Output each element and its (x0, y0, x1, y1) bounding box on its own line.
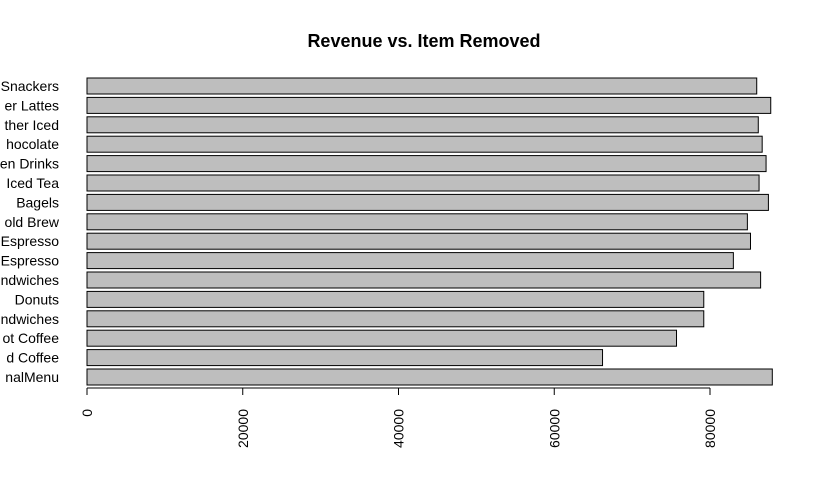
bar (86, 349, 604, 367)
category-label: Iced Tea (6, 175, 59, 191)
x-tick-label: 0 (79, 409, 95, 417)
bar (86, 116, 759, 134)
x-tick-label: 80000 (702, 409, 718, 448)
bars-group (86, 77, 773, 386)
category-label: nalMenu (5, 369, 59, 385)
category-label: Donuts (15, 291, 59, 307)
category-label: er Lattes (5, 97, 59, 113)
category-label: ndwiches (1, 311, 59, 327)
bar (86, 310, 705, 328)
category-label: ot Coffee (2, 330, 59, 346)
x-tick-label: 60000 (546, 409, 562, 448)
bar (86, 174, 760, 192)
bar (86, 96, 772, 114)
bar (86, 290, 705, 308)
bar (86, 232, 751, 250)
x-axis: 0 20000 40000 60000 80000 (79, 387, 718, 448)
bar (86, 271, 762, 289)
category-label: en Drinks (0, 156, 59, 172)
bar (86, 329, 678, 347)
category-label: ther Iced (5, 117, 59, 133)
category-labels-group: Snackers er Lattes ther Iced hocolate en Dri… (0, 78, 60, 385)
bar (86, 135, 763, 153)
chart-title: Revenue vs. Item Removed (307, 31, 540, 51)
bar (86, 193, 769, 211)
category-label: Espresso (1, 253, 60, 269)
bar (86, 155, 767, 173)
category-label: Espresso (1, 233, 60, 249)
category-label: Snackers (1, 78, 59, 94)
bar (86, 368, 773, 386)
category-label: d Coffee (6, 350, 59, 366)
bar (86, 77, 758, 95)
category-label: ndwiches (1, 272, 59, 288)
category-label: Bagels (16, 194, 59, 210)
x-tick-label: 40000 (391, 409, 407, 448)
category-label: hocolate (6, 136, 59, 152)
bar (86, 213, 748, 231)
bar (86, 252, 734, 270)
x-tick-label: 20000 (235, 409, 251, 448)
category-label: old Brew (5, 214, 60, 230)
